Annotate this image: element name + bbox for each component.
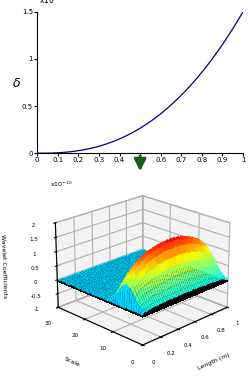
Y-axis label: δ: δ <box>13 76 20 90</box>
Y-axis label: Scale: Scale <box>63 356 80 368</box>
X-axis label: Length (m): Length (m) <box>197 353 230 371</box>
Text: x10$^{-10}$: x10$^{-10}$ <box>50 180 72 189</box>
Text: x10$^{-7}$: x10$^{-7}$ <box>39 0 63 6</box>
